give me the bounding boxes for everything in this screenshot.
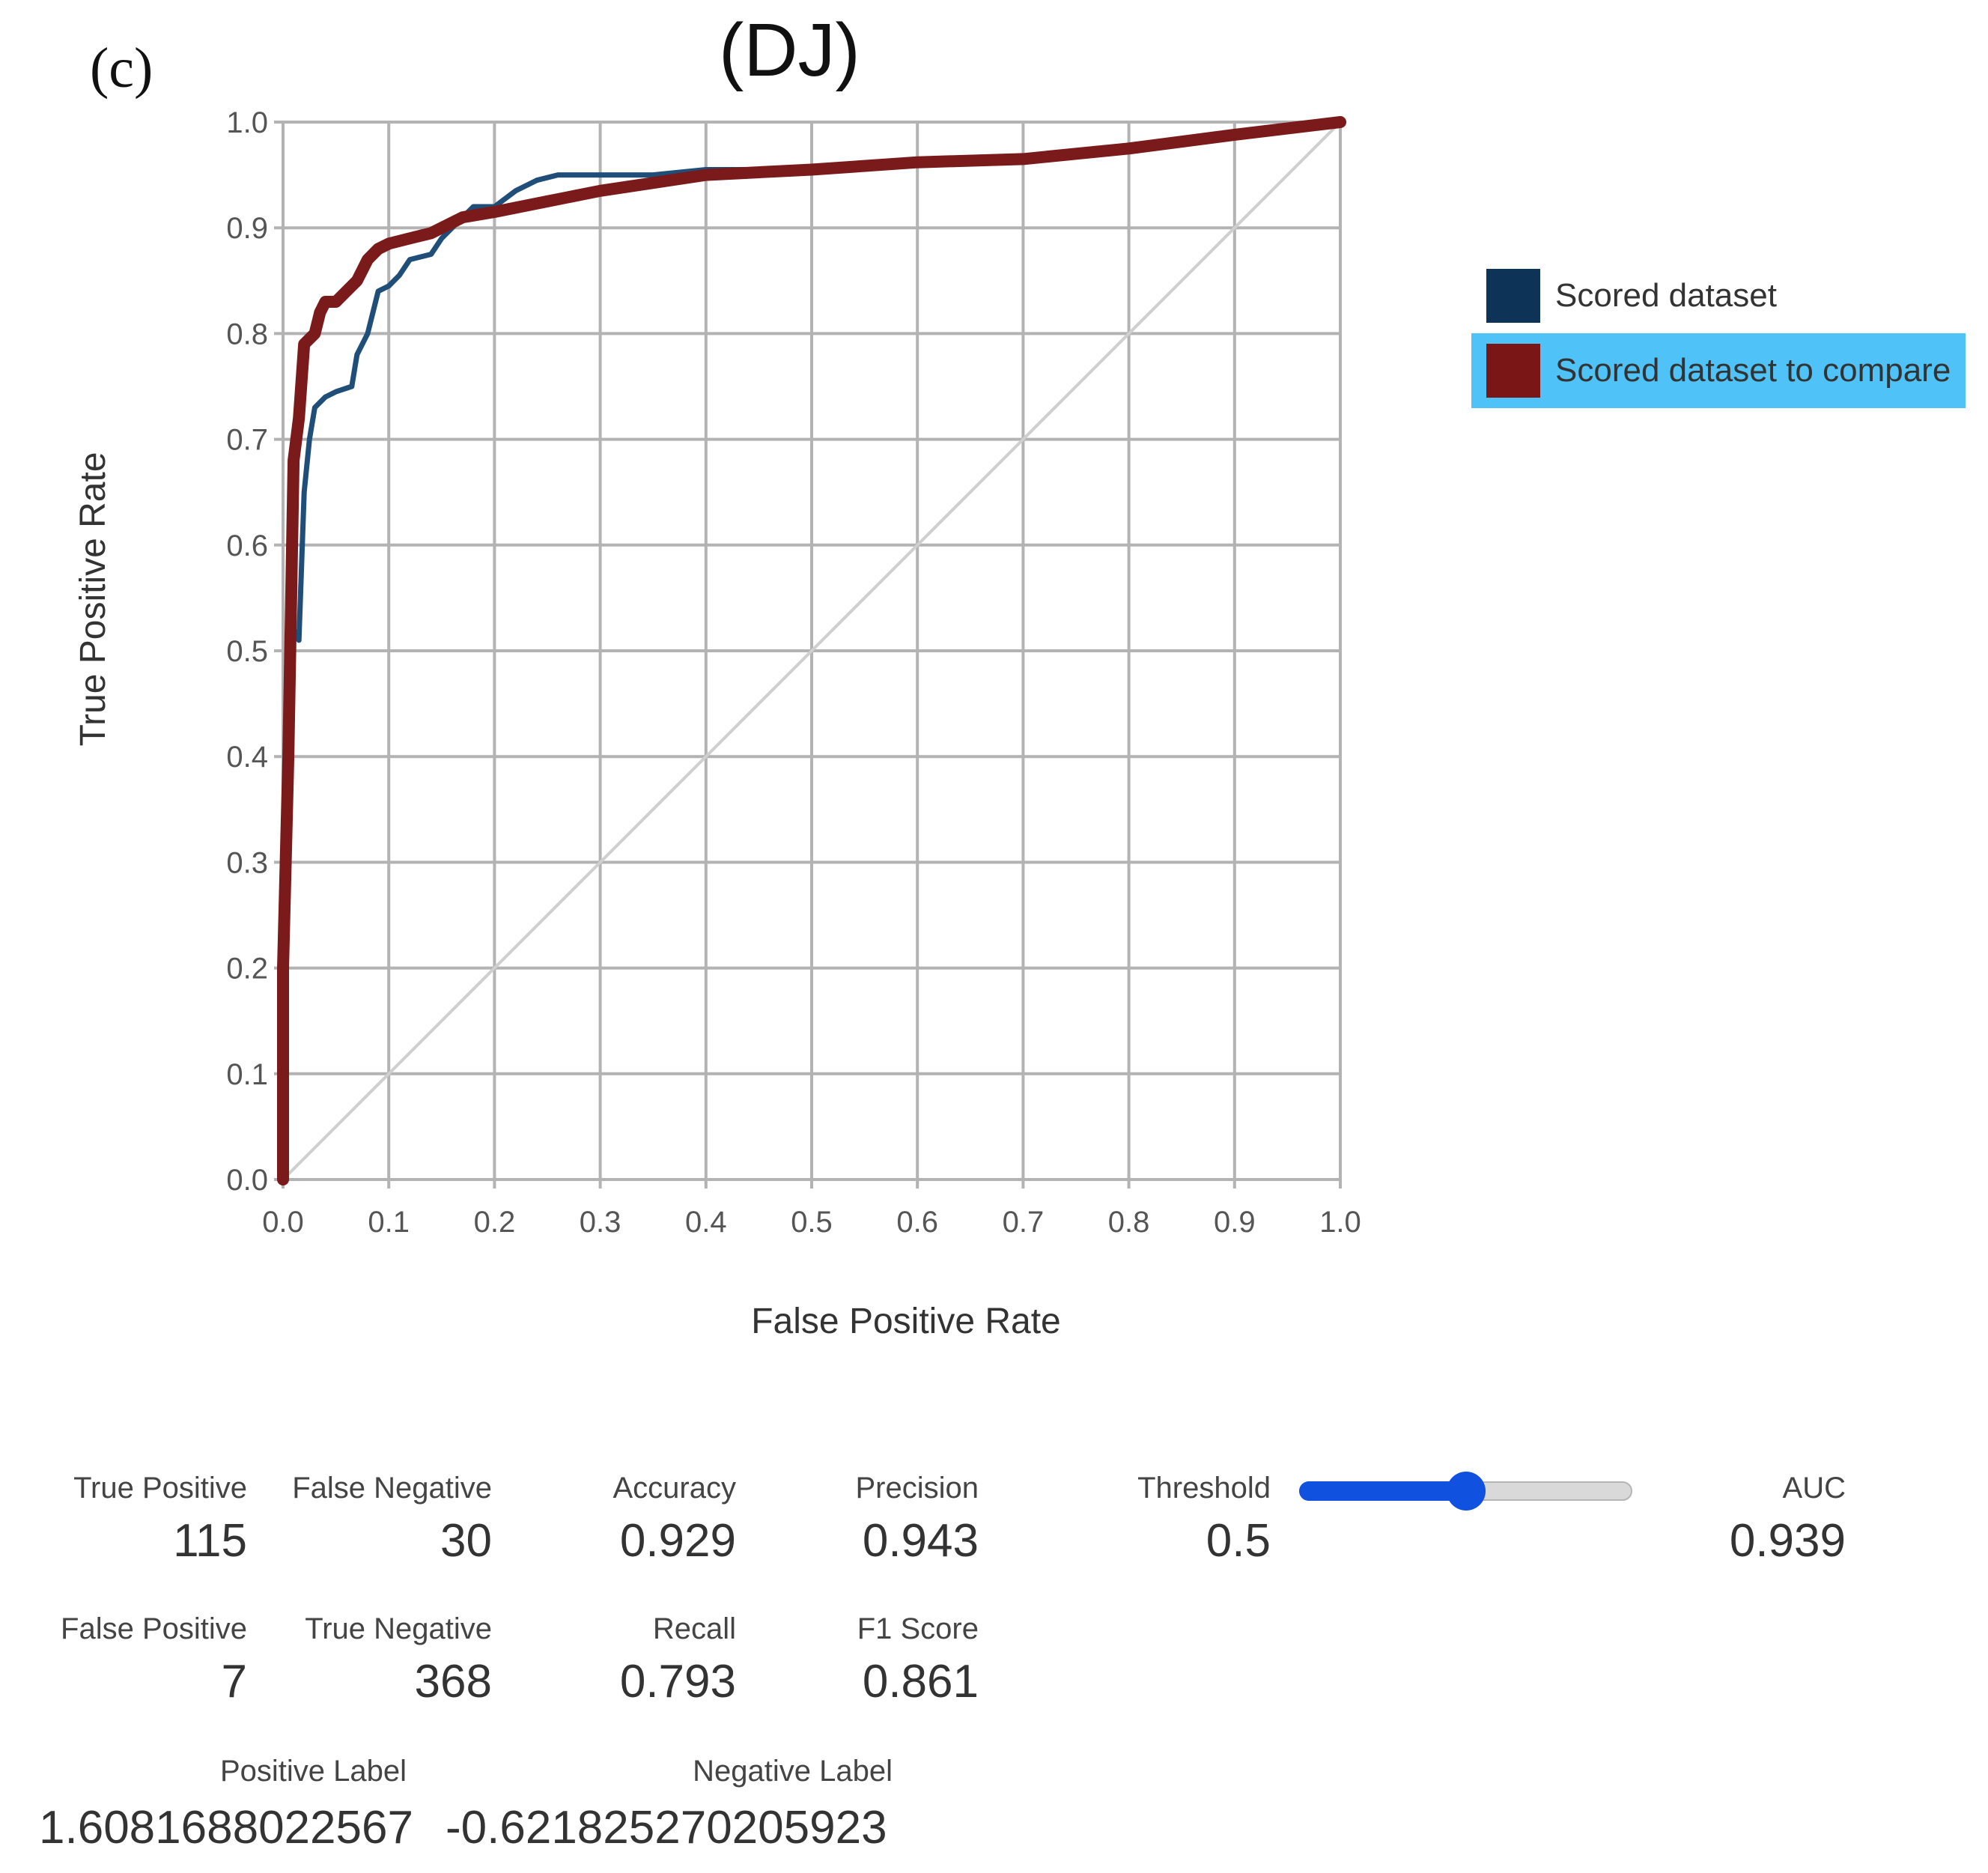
roc-chart: 0.0 0.1 0.2 0.3 0.4 0.5 0.6 0.7 0.8 0.9 1.0 0.0 0.1 0… (73, 106, 1361, 1341)
metric-label: Precision (855, 1472, 979, 1505)
metric-label: False Negative (292, 1472, 492, 1505)
metric-value: 0.943 (862, 1515, 979, 1567)
slider-thumb[interactable] (1446, 1472, 1486, 1511)
chart-title: (DJ) (719, 8, 860, 92)
y-tick-label: 0.4 (226, 741, 268, 774)
metric-label: True Negative (305, 1612, 492, 1645)
y-tick-label: 0.0 (226, 1164, 268, 1197)
metric-false-negative: False Negative 30 (292, 1472, 492, 1567)
metric-false-positive: False Positive 7 (61, 1612, 247, 1708)
metric-value: 0.939 (1729, 1515, 1846, 1567)
negative-label-value: -0.621825270205923 (446, 1801, 887, 1854)
metric-value: 7 (221, 1656, 247, 1707)
chance-diagonal (282, 121, 1342, 1181)
threshold-slider[interactable] (1299, 1472, 1632, 1511)
metric-label: AUC (1782, 1472, 1846, 1505)
x-tick-label: 0.0 (262, 1206, 304, 1239)
metric-value: 0.793 (619, 1656, 736, 1707)
legend-swatch-scored (1486, 269, 1540, 323)
metric-label: Recall (652, 1612, 736, 1645)
metric-value: 0.861 (862, 1656, 979, 1707)
metric-negative-label: Negative Label (693, 1755, 893, 1788)
metric-label: Accuracy (612, 1472, 737, 1505)
roc-line-scored-dataset-to-compare (277, 116, 1346, 1186)
metric-value: 0.929 (619, 1515, 736, 1567)
metric-value: 115 (173, 1515, 247, 1567)
x-tick-label: 0.2 (474, 1206, 516, 1239)
x-tick-label: 0.7 (1003, 1206, 1045, 1239)
y-tick-label: 0.3 (226, 846, 268, 879)
legend-item-scored-dataset-to-compare[interactable]: Scored dataset to compare (1471, 333, 1966, 408)
x-tick-label: 0.3 (580, 1206, 621, 1239)
legend-label: Scored dataset to compare (1555, 352, 1951, 389)
x-tick-label: 1.0 (1319, 1206, 1361, 1239)
slider-fill (1299, 1481, 1466, 1501)
metric-value: 1.6081688022567 (39, 1802, 413, 1854)
x-tick-label: 0.8 (1108, 1206, 1150, 1239)
y-tick-label: 0.7 (226, 424, 268, 457)
metric-auc: AUC 0.939 (1730, 1472, 1846, 1567)
metric-threshold: Threshold 0.5 (1137, 1472, 1271, 1567)
metric-value: 30 (440, 1515, 492, 1567)
metric-precision: Precision 0.943 (855, 1472, 979, 1567)
metric-label: False Positive (61, 1612, 247, 1645)
metric-true-negative: True Negative 368 (305, 1612, 492, 1708)
metric-f1-score: F1 Score 0.861 (857, 1612, 979, 1708)
metric-positive-label: Positive Label (220, 1755, 407, 1788)
metric-label: Negative Label (693, 1755, 893, 1788)
metric-value: -0.621825270205923 (446, 1802, 887, 1854)
y-tick-label: 0.8 (226, 318, 268, 350)
legend-swatch-compare (1486, 344, 1540, 398)
metric-true-positive: True Positive 115 (73, 1472, 247, 1567)
x-tick-label: 0.6 (896, 1206, 938, 1239)
metric-value: 0.5 (1206, 1515, 1271, 1567)
y-tick-label: 0.1 (226, 1058, 268, 1091)
x-tick-label: 0.4 (685, 1206, 727, 1239)
y-tick-label: 0.2 (226, 953, 268, 986)
y-axis-label: True Positive Rate (73, 452, 113, 746)
metric-label: Threshold (1137, 1472, 1271, 1505)
y-tick-label: 0.6 (226, 529, 268, 562)
x-axis-label: False Positive Rate (751, 1302, 1061, 1341)
y-tick-label: 0.5 (226, 635, 268, 668)
x-tick-label: 0.9 (1214, 1206, 1256, 1239)
metric-label: Positive Label (219, 1755, 407, 1788)
positive-label-value: 1.6081688022567 (39, 1801, 413, 1854)
legend-item-scored-dataset[interactable]: Scored dataset (1471, 258, 1966, 333)
metric-value: 368 (414, 1656, 492, 1707)
x-tick-label: 0.5 (791, 1206, 833, 1239)
metric-accuracy: Accuracy 0.929 (613, 1472, 737, 1567)
y-tick-label: 0.9 (226, 212, 268, 245)
metric-label: True Positive (73, 1472, 247, 1505)
metric-recall: Recall 0.793 (620, 1612, 736, 1708)
legend-label: Scored dataset (1555, 277, 1777, 314)
y-tick-label: 1.0 (226, 106, 268, 139)
metric-label: F1 Score (857, 1612, 979, 1645)
x-tick-label: 0.1 (368, 1206, 410, 1239)
legend: Scored dataset Scored dataset to compare (1471, 258, 1966, 408)
panel-label: (c) (90, 37, 153, 100)
